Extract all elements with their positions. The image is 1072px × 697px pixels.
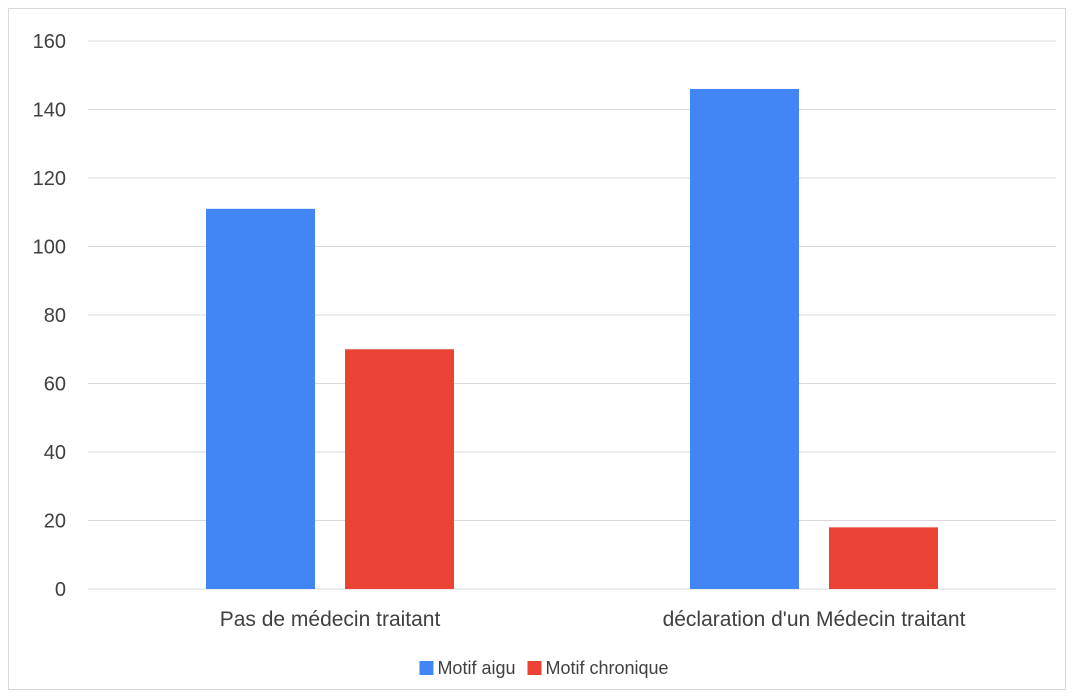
y-tick-label: 100 [33, 237, 66, 259]
legend-swatch [527, 661, 542, 675]
bar-motif-chronique-0 [345, 349, 454, 589]
y-tick-label: 140 [33, 100, 66, 122]
legend-item: Motif chronique [527, 658, 669, 678]
y-tick-label: 120 [33, 168, 66, 190]
y-tick-label: 160 [33, 31, 66, 53]
legend-label: Motif aigu [437, 658, 515, 678]
bar-motif-aigu-1 [690, 88, 799, 589]
legend-label: Motif chronique [545, 658, 668, 678]
y-tick-label: 20 [44, 511, 66, 533]
y-tick-label: 40 [44, 442, 66, 464]
y-tick-label: 0 [55, 579, 66, 601]
legend-item: Motif aigu [419, 658, 515, 678]
x-category-label: Pas de médecin traitant [220, 608, 441, 631]
x-category-label: déclaration d'un Médecin traitant [663, 608, 966, 631]
bar-motif-chronique-1 [829, 527, 938, 589]
y-tick-label: 80 [44, 305, 66, 327]
legend-swatch [419, 661, 434, 675]
bar-motif-aigu-0 [206, 208, 315, 589]
y-tick-label: 60 [44, 374, 66, 396]
